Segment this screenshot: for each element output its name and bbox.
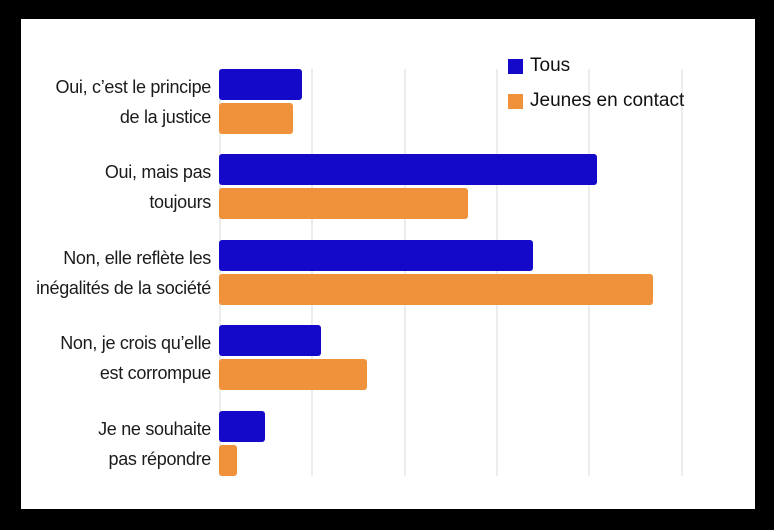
- bar-tous: [219, 325, 321, 356]
- bar-jeunes: [219, 445, 238, 476]
- category-label-line: inégalités de la société: [36, 277, 211, 298]
- bar-tous: [219, 240, 533, 271]
- legend-label-tous: Tous: [530, 55, 571, 76]
- bar-pair: [219, 240, 653, 308]
- bar-group: Non, je crois qu’elle est corrompue: [21, 325, 755, 390]
- gridline-30: [495, 69, 498, 476]
- gridline-50: [680, 69, 683, 476]
- gridline-20: [403, 69, 406, 476]
- legend-item-tous: Tous: [508, 55, 684, 77]
- gridline-40: [588, 69, 591, 476]
- category-label-line: de la justice: [119, 106, 211, 127]
- category-label-line: est corrompue: [99, 362, 211, 383]
- category-label-line: Non, je crois qu’elle: [60, 332, 211, 353]
- bar-jeunes: [219, 359, 367, 390]
- legend-swatch-jeunes: [508, 93, 523, 109]
- legend: Tous Jeunes en contact: [508, 55, 684, 125]
- legend-swatch-tous: [508, 58, 523, 74]
- bar-pair: [219, 154, 598, 222]
- category-label-line: Non, elle reflète les: [63, 247, 211, 268]
- bar-group: Oui, c’est le principe de la justice: [21, 69, 755, 134]
- category-label: Je ne souhaite pas répondre: [21, 414, 211, 474]
- bar-jeunes: [219, 103, 293, 134]
- gridline-10: [311, 69, 314, 476]
- bar-pair: [219, 69, 303, 137]
- bar-tous: [219, 411, 266, 442]
- legend-item-jeunes: Jeunes en contact: [508, 90, 684, 112]
- category-label: Oui, mais pas toujours: [21, 157, 211, 217]
- category-label-line: Oui, mais pas: [104, 161, 211, 182]
- category-label-line: pas répondre: [108, 448, 212, 469]
- bar-group: Je ne souhaite pas répondre: [21, 411, 755, 476]
- bar-group: Non, elle reflète les inégalités de la s…: [21, 240, 755, 305]
- legend-label-jeunes: Jeunes en contact: [530, 90, 685, 111]
- bar-jeunes: [219, 274, 653, 305]
- category-label: Non, elle reflète les inégalités de la s…: [21, 243, 211, 303]
- plot-area: [219, 69, 756, 476]
- category-label-line: toujours: [149, 191, 211, 212]
- category-label: Oui, c’est le principe de la justice: [21, 72, 212, 132]
- category-label-line: Je ne souhaite: [98, 418, 211, 439]
- bar-pair: [219, 411, 266, 479]
- bar-tous: [219, 154, 598, 185]
- gridline-axis: [219, 69, 221, 476]
- category-label-line: Oui, c’est le principe: [55, 76, 212, 97]
- bar-pair: [219, 325, 367, 393]
- chart-panel: Oui, c’est le principe de la justice Oui…: [21, 19, 755, 509]
- bar-tous: [219, 69, 303, 100]
- bar-group: Oui, mais pas toujours: [21, 154, 755, 219]
- bar-jeunes: [219, 188, 469, 219]
- category-label: Non, je crois qu’elle est corrompue: [21, 328, 211, 388]
